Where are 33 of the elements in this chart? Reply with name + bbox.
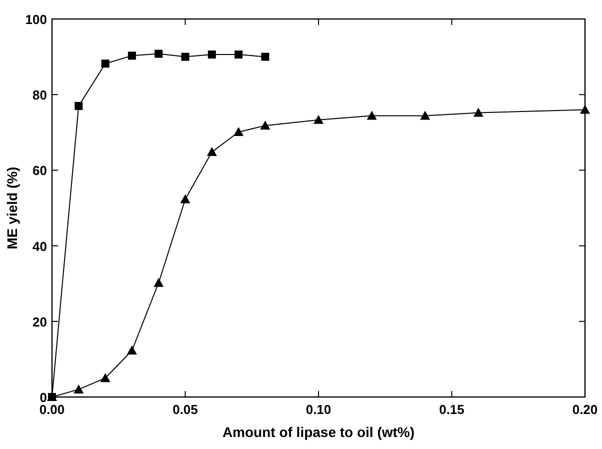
point xyxy=(208,50,216,59)
point xyxy=(234,127,244,136)
point xyxy=(154,278,164,287)
x-tick-label: 0.20 xyxy=(572,402,598,417)
point xyxy=(420,110,430,120)
y-tick-label: 40 xyxy=(32,238,47,254)
point xyxy=(366,110,377,120)
point xyxy=(314,114,324,124)
point xyxy=(74,384,84,394)
point xyxy=(473,108,484,117)
point xyxy=(100,373,110,382)
point xyxy=(234,50,243,59)
x-axis-title: Amount of lipase to oil (wt%) xyxy=(222,424,415,440)
point xyxy=(181,52,190,61)
y-tick-label: 20 xyxy=(32,314,47,330)
point xyxy=(74,102,83,110)
point xyxy=(180,194,190,204)
y-tick-label: 80 xyxy=(32,88,47,103)
point xyxy=(154,50,163,58)
x-tick-label: 0.00 xyxy=(39,402,65,417)
y-tick-label: 100 xyxy=(25,12,47,27)
point xyxy=(260,120,270,130)
y-axis-title: ME yield (%) xyxy=(4,166,20,250)
point xyxy=(261,52,270,61)
y-tick-label: 60 xyxy=(32,163,47,178)
point xyxy=(126,346,137,355)
x-tick-label: 0.10 xyxy=(306,402,332,417)
x-tick-label: 0.15 xyxy=(439,402,464,417)
y-tick-label: 0 xyxy=(40,390,47,405)
point xyxy=(101,60,110,68)
point xyxy=(128,52,136,60)
x-tick-label: 0.05 xyxy=(172,402,198,417)
point xyxy=(206,147,217,156)
